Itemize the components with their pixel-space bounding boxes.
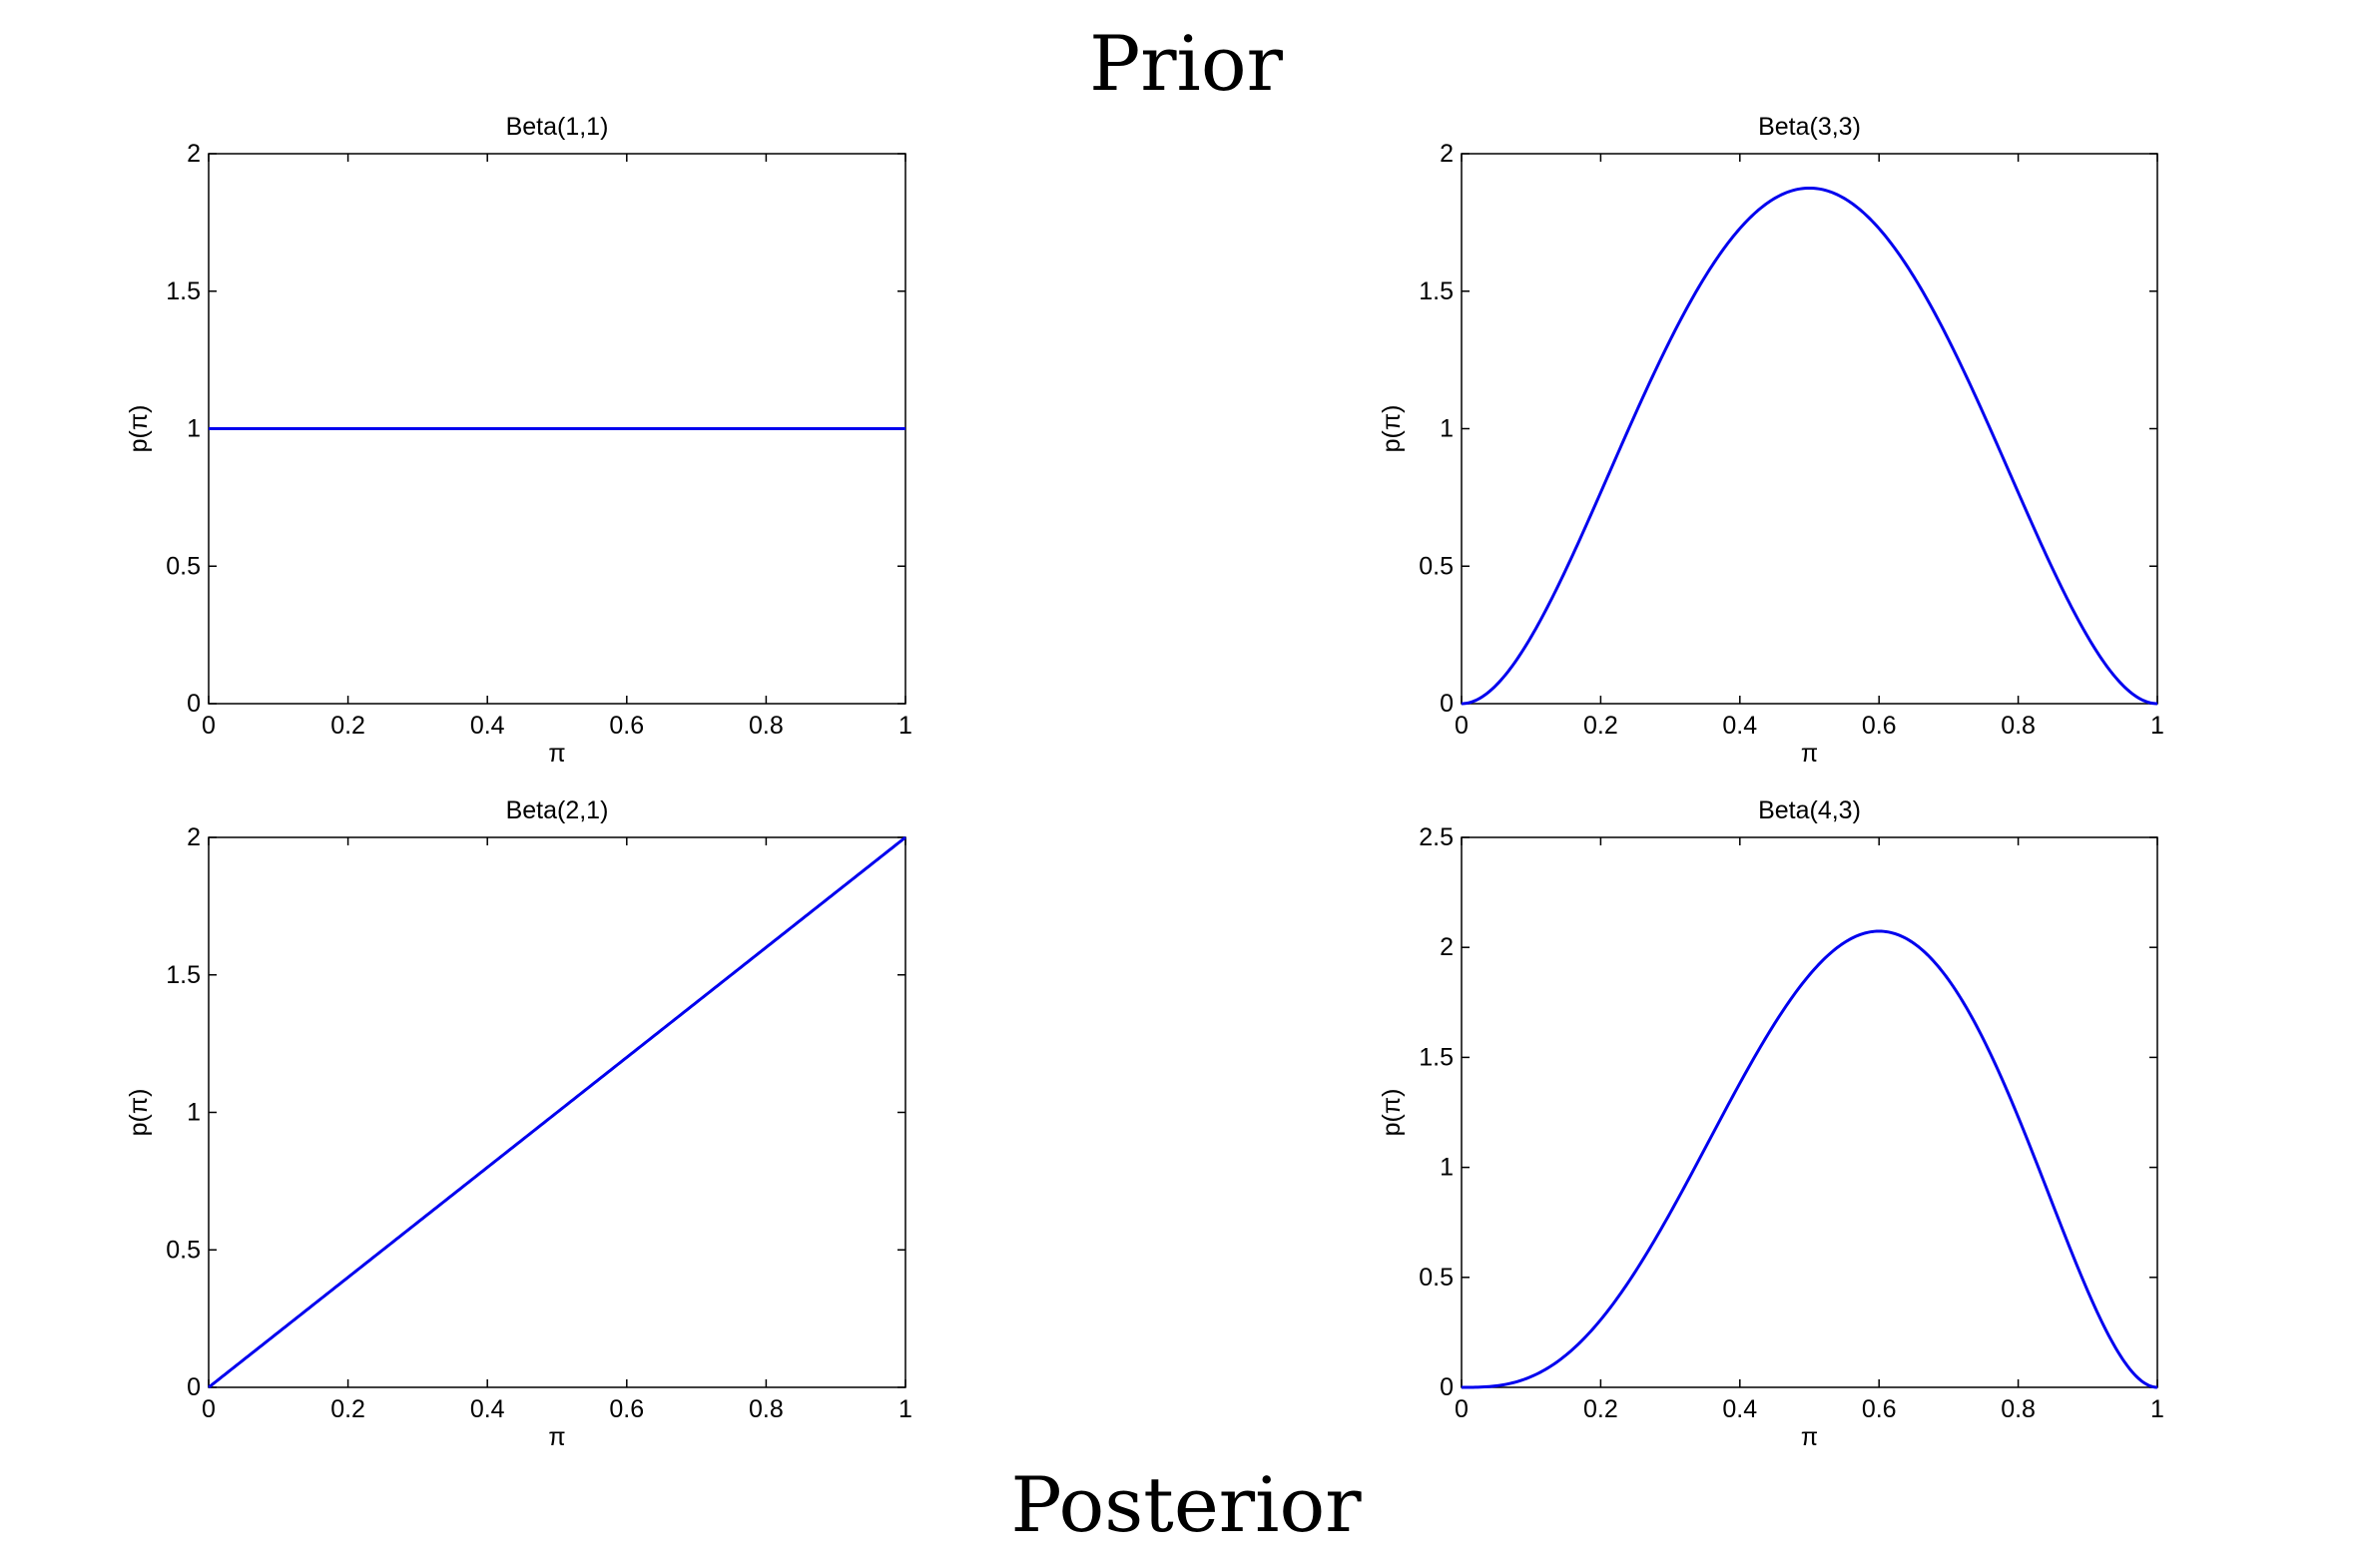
x-axis-label: π (548, 740, 565, 768)
chart-title: Beta(4,3) (1758, 796, 1861, 824)
x-tick-label: 0.6 (609, 712, 644, 740)
y-tick-label: 0.5 (1419, 552, 1454, 580)
prior-heading: Prior (1089, 19, 1283, 108)
y-tick-label: 1.5 (1419, 1043, 1454, 1071)
series-line (1462, 929, 2158, 1389)
x-tick-label: 0 (202, 712, 216, 740)
x-tick-label: 0.8 (749, 712, 784, 740)
chart-title: Beta(3,3) (1758, 113, 1861, 141)
x-tick-label: 0.4 (470, 712, 505, 740)
x-tick-label: 1 (898, 712, 912, 740)
y-tick-label: 1.5 (166, 961, 201, 989)
axes-box (1461, 153, 2158, 705)
y-tick-label: 0.5 (166, 1236, 201, 1264)
chart-panel-beta-4-3: 0 0.2 0.4 0.6 0.8 1 0 0.5 1 1.5 2 2.5 Beta(4,3) π p(π) (1378, 796, 2164, 1451)
y-tick-label: 1 (1440, 1154, 1454, 1182)
x-tick-label: 0.6 (609, 1395, 644, 1423)
x-tick-label: 0.4 (1722, 712, 1757, 740)
y-tick-label: 1 (187, 415, 201, 443)
x-tick-label: 0.8 (2001, 712, 2036, 740)
x-tick-label: 0 (202, 1395, 216, 1423)
y-tick-label: 1.5 (1419, 277, 1454, 305)
y-tick-label: 2 (187, 140, 201, 168)
x-tick-label: 0.6 (1862, 712, 1897, 740)
y-tick-label: 0.5 (166, 552, 201, 580)
chart-title: Beta(1,1) (506, 113, 609, 141)
y-tick-label: 0 (1440, 1373, 1454, 1401)
y-axis-label: p(π) (1378, 405, 1406, 453)
y-tick-label: 1 (1440, 415, 1454, 443)
posterior-heading: Posterior (1010, 1460, 1362, 1549)
y-tick-label: 2 (1440, 933, 1454, 961)
chart-panel-beta-1-1: 0 0.2 0.4 0.6 0.8 1 0 0.5 1 1.5 2 Beta(1,1) π p(π) (125, 113, 912, 768)
y-tick-label: 0 (187, 690, 201, 718)
series-line (208, 835, 906, 1389)
x-tick-label: 0 (1455, 1395, 1469, 1423)
x-tick-label: 0.8 (749, 1395, 784, 1423)
y-tick-label: 2.5 (1419, 823, 1454, 851)
y-axis-label: p(π) (125, 405, 153, 453)
x-tick-label: 0 (1455, 712, 1469, 740)
y-axis-label: p(π) (1378, 1089, 1406, 1137)
y-tick-label: 1 (187, 1099, 201, 1127)
x-tick-label: 0.2 (1583, 1395, 1618, 1423)
axes-box (1461, 836, 2158, 1388)
x-axis-label: π (1801, 740, 1818, 768)
x-tick-label: 1 (2150, 712, 2164, 740)
x-tick-label: 0.2 (330, 712, 365, 740)
x-axis-label: π (548, 1423, 565, 1451)
x-tick-label: 0.2 (330, 1395, 365, 1423)
x-tick-label: 1 (2150, 1395, 2164, 1423)
y-tick-label: 2 (187, 823, 201, 851)
x-tick-label: 0.4 (1722, 1395, 1757, 1423)
y-tick-label: 0.5 (1419, 1264, 1454, 1292)
y-axis-label: p(π) (125, 1089, 153, 1137)
x-axis-label: π (1801, 1423, 1818, 1451)
chart-panel-beta-3-3: 0 0.2 0.4 0.6 0.8 1 0 0.5 1 1.5 2 Beta(3,3) π p(π) (1378, 113, 2164, 768)
chart-title: Beta(2,1) (506, 796, 609, 824)
y-tick-label: 1.5 (166, 277, 201, 305)
x-tick-label: 0.2 (1583, 712, 1618, 740)
y-tick-label: 0 (1440, 690, 1454, 718)
series-line (1461, 186, 2158, 706)
x-tick-label: 0.8 (2001, 1395, 2036, 1423)
y-tick-label: 0 (187, 1373, 201, 1401)
x-tick-label: 0.6 (1862, 1395, 1897, 1423)
y-tick-label: 2 (1440, 140, 1454, 168)
x-tick-label: 0.4 (470, 1395, 505, 1423)
chart-panel-beta-2-1: 0 0.2 0.4 0.6 0.8 1 0 0.5 1 1.5 2 Beta(2,1) π p(π) (125, 796, 912, 1451)
x-tick-label: 1 (898, 1395, 912, 1423)
